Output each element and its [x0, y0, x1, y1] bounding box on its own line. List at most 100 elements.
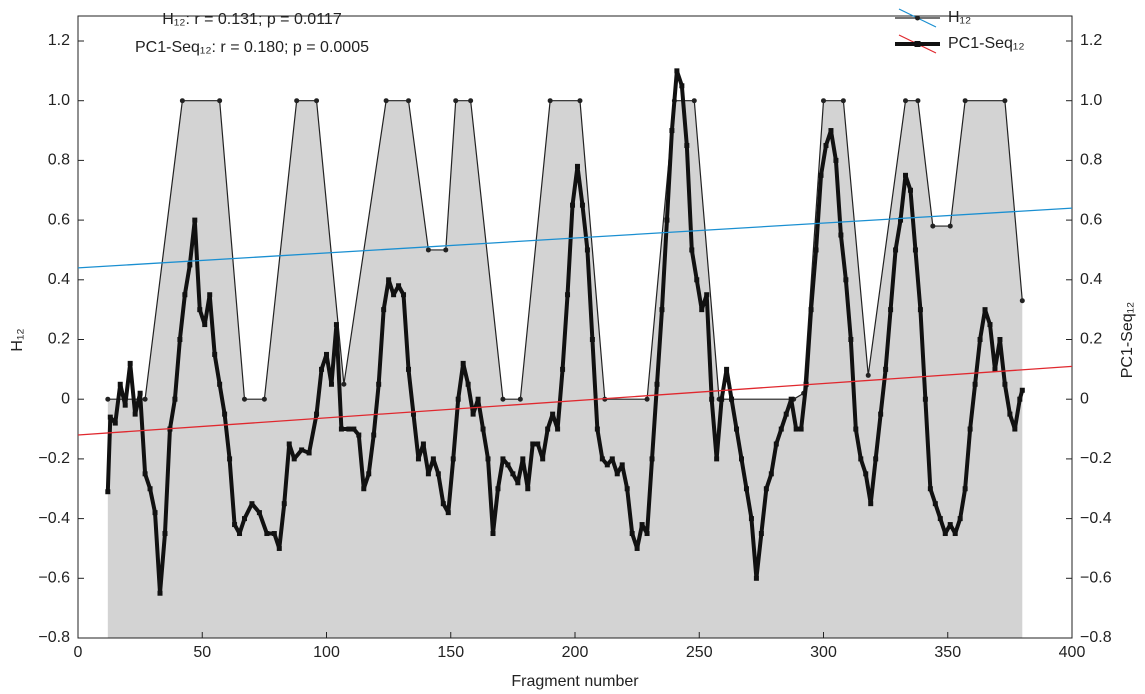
point	[1019, 298, 1025, 304]
point	[391, 292, 397, 298]
point	[470, 411, 476, 417]
point	[107, 414, 113, 420]
y2-tick-label: −0.6	[1080, 570, 1112, 587]
y-tick-label: 1.0	[48, 92, 70, 109]
point	[197, 307, 203, 313]
point	[366, 471, 372, 477]
y-tick-label: 0.8	[48, 152, 70, 169]
x-tick-label: 200	[562, 644, 589, 661]
point	[415, 456, 421, 462]
point	[453, 98, 459, 104]
point	[545, 426, 551, 432]
point	[117, 381, 123, 387]
point	[299, 447, 305, 453]
point	[798, 426, 804, 432]
x-tick-label: 0	[74, 644, 83, 661]
y-tick-label: 0.2	[48, 331, 70, 348]
point	[689, 247, 695, 253]
point	[932, 501, 938, 507]
point	[261, 396, 267, 402]
x-tick-label: 350	[934, 644, 961, 661]
point	[425, 247, 431, 253]
point	[475, 396, 481, 402]
point	[192, 217, 198, 223]
point	[838, 232, 844, 238]
point	[793, 426, 799, 432]
point	[743, 486, 749, 492]
annotation: H₁₂: r = 0.131; p = 0.0117	[162, 11, 342, 28]
point	[778, 426, 784, 432]
legend-marker	[915, 15, 920, 21]
point	[241, 396, 247, 402]
point	[465, 381, 471, 387]
point	[704, 292, 710, 298]
point	[699, 307, 705, 313]
point	[406, 366, 412, 372]
point	[947, 223, 953, 229]
point	[555, 426, 561, 432]
x-tick-label: 50	[193, 644, 211, 661]
x-tick-label: 300	[810, 644, 837, 661]
point	[338, 426, 344, 432]
point	[1007, 411, 1013, 417]
point	[691, 98, 697, 104]
point	[863, 471, 869, 477]
point	[738, 456, 744, 462]
point	[1012, 426, 1018, 432]
point	[217, 98, 223, 104]
point	[868, 501, 874, 507]
point	[237, 531, 243, 537]
point	[669, 128, 675, 134]
point	[997, 337, 1003, 342]
point	[547, 98, 553, 104]
point	[917, 307, 923, 313]
point	[589, 337, 595, 342]
point	[992, 366, 998, 372]
point	[361, 486, 367, 492]
point	[865, 372, 871, 378]
point	[212, 351, 218, 357]
point	[654, 381, 660, 387]
point	[714, 456, 720, 462]
point	[898, 217, 904, 223]
point	[858, 456, 864, 462]
point	[915, 98, 921, 104]
point	[818, 172, 824, 178]
point	[460, 360, 466, 366]
point	[927, 486, 933, 492]
point	[763, 486, 769, 492]
point	[351, 426, 357, 432]
point	[112, 420, 118, 426]
point	[333, 322, 339, 328]
point	[324, 351, 329, 357]
point	[952, 531, 958, 537]
legend-item: PC1-Seq₁₂	[895, 34, 1025, 54]
y-tick-label: 0.4	[48, 271, 70, 288]
y-tick-label: −0.8	[38, 629, 70, 646]
point	[724, 366, 730, 372]
point	[664, 217, 670, 223]
trend-line	[77, 207, 1073, 269]
point	[525, 486, 531, 492]
point	[833, 157, 839, 163]
point	[942, 531, 948, 537]
point	[535, 441, 541, 447]
point	[550, 411, 556, 417]
y-axis-label: H₁₂	[9, 328, 26, 351]
point	[271, 531, 277, 537]
y2-tick-label: 0.2	[1080, 331, 1102, 348]
point	[813, 247, 819, 253]
y-tick-label: 0.6	[48, 211, 70, 228]
legend-item: H₁₂	[895, 8, 971, 28]
point	[281, 501, 287, 507]
point	[912, 247, 918, 253]
point	[577, 98, 583, 104]
point	[500, 396, 506, 402]
point	[314, 411, 320, 417]
point	[157, 590, 163, 596]
y-tick-label: −0.6	[38, 570, 70, 587]
y2-axis-label: PC1-Seq₁₂	[1119, 302, 1136, 379]
point	[177, 337, 183, 342]
point	[903, 172, 909, 178]
point	[1017, 396, 1023, 402]
